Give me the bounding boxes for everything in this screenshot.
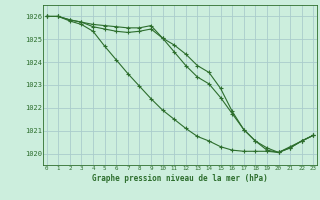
X-axis label: Graphe pression niveau de la mer (hPa): Graphe pression niveau de la mer (hPa) bbox=[92, 174, 268, 183]
